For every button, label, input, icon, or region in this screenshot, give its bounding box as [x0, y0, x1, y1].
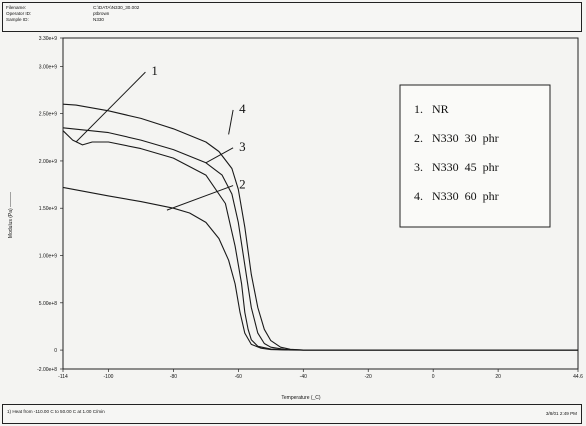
callout-leader-2	[166, 185, 234, 211]
legend-item: 1. NR	[414, 102, 449, 116]
x-tick-label: 0	[432, 374, 435, 380]
y-tick-label: 5.00e+8	[39, 301, 57, 307]
chart-callouts: 1 2 3 4	[75, 63, 246, 211]
run-info-footer: 1) Heat from -110.00 C to 50.00 C at 1.0…	[2, 404, 582, 424]
file-info-header: Filename: C:\DATA\N330_30.002 Operator I…	[2, 2, 582, 32]
x-tick-label: -20	[365, 374, 372, 380]
x-tick-label: -40	[300, 374, 307, 380]
x-tick-label: -80	[170, 374, 177, 380]
chart-series	[62, 103, 578, 351]
callout-leader-4	[228, 109, 234, 135]
x-tick-label: -60	[235, 374, 242, 380]
series-line-4	[62, 103, 578, 351]
run-info-text: 1) Heat from -110.00 C to 50.00 C at 1.0…	[7, 409, 105, 414]
callout-leader-3	[205, 147, 234, 164]
filename-value: C:\DATA\N330_30.002	[93, 5, 140, 10]
plot-frame	[62, 37, 579, 370]
y-tick-label: -2.00e+8	[37, 367, 57, 373]
timestamp-text: 3/8/01 2:49 PM	[545, 411, 577, 416]
legend-item: 3. N330 45 phr	[414, 160, 499, 174]
sample-label: Sample ID:	[6, 17, 29, 22]
y-tick-label: 2.00e+9	[39, 159, 57, 165]
callout-label-3: 3	[239, 139, 246, 154]
sample-value: N330	[93, 17, 104, 22]
x-tick-label: 20	[495, 374, 501, 380]
chart-ticks: -114 -100 -80 -60 -40 -20 0 20 44.63.30e+93.00e+…	[37, 36, 583, 380]
callout-label-1: 1	[151, 63, 158, 78]
y-tick-label: 3.30e+9	[39, 36, 57, 42]
operator-value: ptbrown	[93, 11, 110, 16]
legend-item: 4. N330 60 phr	[414, 189, 499, 203]
y-tick-label: 1.00e+9	[39, 254, 57, 260]
callout-label-4: 4	[239, 101, 246, 116]
y-tick-label: 2.50e+9	[39, 112, 57, 118]
x-tick-label: -100	[103, 374, 113, 380]
filename-label: Filename:	[6, 5, 27, 10]
chart-axes	[62, 37, 579, 370]
operator-label: Operator ID:	[6, 11, 32, 16]
x-tick-label: 44.6	[573, 374, 583, 380]
x-axis-label: Temperature (_C)	[281, 395, 321, 401]
legend-box	[399, 84, 551, 228]
legend-item: 2. N330 30 phr	[414, 131, 499, 145]
y-tick-label: 3.00e+9	[39, 64, 57, 70]
callout-leader-1	[75, 71, 146, 143]
chart-legend: 1. NR 2. N330 30 phr 3. N330 45 phr 4. N330…	[399, 84, 551, 228]
x-tick-label: -114	[58, 374, 68, 380]
y-axis-label: Modulus (Pa) ———	[8, 192, 14, 238]
y-tick-label: 0	[54, 348, 57, 354]
callout-label-2: 2	[239, 177, 246, 192]
y-tick-label: 1.50e+9	[39, 206, 57, 212]
